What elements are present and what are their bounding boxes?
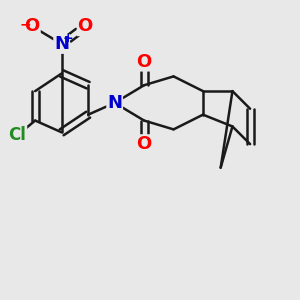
Text: N: N [54, 35, 69, 53]
Text: Cl: Cl [9, 126, 26, 144]
Text: N: N [107, 94, 122, 112]
Text: O: O [25, 17, 40, 35]
Text: O: O [136, 135, 152, 153]
Text: O: O [78, 17, 93, 35]
Text: O: O [136, 53, 152, 71]
Text: −: − [20, 17, 32, 31]
Text: +: + [63, 32, 74, 45]
